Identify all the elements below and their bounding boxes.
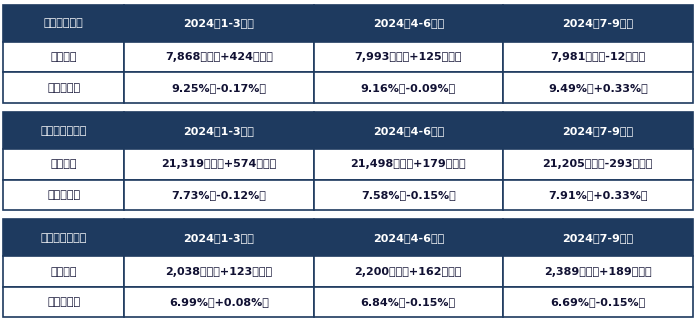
Bar: [313, 72, 503, 103]
Text: 2,389万円（+189万円）: 2,389万円（+189万円）: [544, 267, 651, 277]
Text: 2024年4-6月期: 2024年4-6月期: [372, 233, 444, 243]
Text: 7.58%（-0.15%）: 7.58%（-0.15%）: [361, 190, 456, 200]
Bar: [503, 219, 693, 256]
Bar: [3, 180, 124, 210]
Text: 6.84%（-0.15%）: 6.84%（-0.15%）: [361, 297, 456, 307]
Text: 物件価格: 物件価格: [51, 52, 77, 62]
Text: 2,038万円（+123万円）: 2,038万円（+123万円）: [165, 267, 272, 277]
Bar: [124, 219, 313, 256]
Bar: [3, 42, 124, 72]
Bar: [313, 287, 503, 317]
Text: 2024年7-9月期: 2024年7-9月期: [562, 126, 633, 136]
Bar: [124, 72, 313, 103]
Text: 21,498万円（+179万円）: 21,498万円（+179万円）: [351, 159, 466, 169]
Text: 7,868万円（+424万円）: 7,868万円（+424万円）: [165, 52, 273, 62]
Text: 2,200万円（+162万円）: 2,200万円（+162万円）: [354, 267, 462, 277]
Bar: [124, 180, 313, 210]
Text: 7.73%（-0.12%）: 7.73%（-0.12%）: [171, 190, 267, 200]
Bar: [3, 72, 124, 103]
Text: 一棟マンション: 一棟マンション: [40, 126, 87, 136]
Text: 7,993万円（+125万円）: 7,993万円（+125万円）: [354, 52, 462, 62]
Bar: [503, 256, 693, 287]
Text: 7,981万円（-12万円）: 7,981万円（-12万円）: [550, 52, 645, 62]
Bar: [124, 112, 313, 149]
Bar: [313, 42, 503, 72]
Bar: [503, 112, 693, 149]
Text: 2024年1-3月期: 2024年1-3月期: [183, 18, 254, 28]
Text: 2024年7-9月期: 2024年7-9月期: [562, 233, 633, 243]
Text: 21,205万円（-293万円）: 21,205万円（-293万円）: [543, 159, 653, 169]
Text: 区分マンション: 区分マンション: [40, 233, 87, 243]
Text: 2024年4-6月期: 2024年4-6月期: [372, 18, 444, 28]
Bar: [3, 287, 124, 317]
Bar: [3, 256, 124, 287]
Bar: [313, 180, 503, 210]
Bar: [124, 256, 313, 287]
Bar: [313, 149, 503, 180]
Text: 物件価格: 物件価格: [51, 159, 77, 169]
Text: 6.69%（-0.15%）: 6.69%（-0.15%）: [550, 297, 645, 307]
Text: 表面利回り: 表面利回り: [47, 83, 80, 93]
Text: 表面利回り: 表面利回り: [47, 297, 80, 307]
Text: 6.99%（+0.08%）: 6.99%（+0.08%）: [169, 297, 269, 307]
Bar: [313, 219, 503, 256]
Text: 9.25%（-0.17%）: 9.25%（-0.17%）: [171, 83, 267, 93]
Bar: [3, 149, 124, 180]
Text: 表面利回り: 表面利回り: [47, 190, 80, 200]
Text: 9.49%（+0.33%）: 9.49%（+0.33%）: [548, 83, 648, 93]
Text: 2024年4-6月期: 2024年4-6月期: [372, 126, 444, 136]
Bar: [503, 72, 693, 103]
Text: 7.91%（+0.33%）: 7.91%（+0.33%）: [548, 190, 647, 200]
Text: 2024年1-3月期: 2024年1-3月期: [183, 233, 254, 243]
Text: 物件価格: 物件価格: [51, 267, 77, 277]
Text: 2024年7-9月期: 2024年7-9月期: [562, 18, 633, 28]
Bar: [124, 5, 313, 42]
Bar: [503, 42, 693, 72]
Bar: [124, 42, 313, 72]
Bar: [3, 219, 124, 256]
Bar: [503, 5, 693, 42]
Bar: [3, 112, 124, 149]
Text: 2024年1-3月期: 2024年1-3月期: [183, 126, 254, 136]
Bar: [503, 149, 693, 180]
Text: 9.16%（-0.09%）: 9.16%（-0.09%）: [361, 83, 456, 93]
Bar: [313, 5, 503, 42]
Bar: [124, 287, 313, 317]
Text: 21,319万円（+574万円）: 21,319万円（+574万円）: [161, 159, 276, 169]
Bar: [3, 5, 124, 42]
Bar: [503, 287, 693, 317]
Bar: [503, 180, 693, 210]
Text: 一棟アパート: 一棟アパート: [44, 18, 84, 28]
Bar: [313, 112, 503, 149]
Bar: [124, 149, 313, 180]
Bar: [313, 256, 503, 287]
